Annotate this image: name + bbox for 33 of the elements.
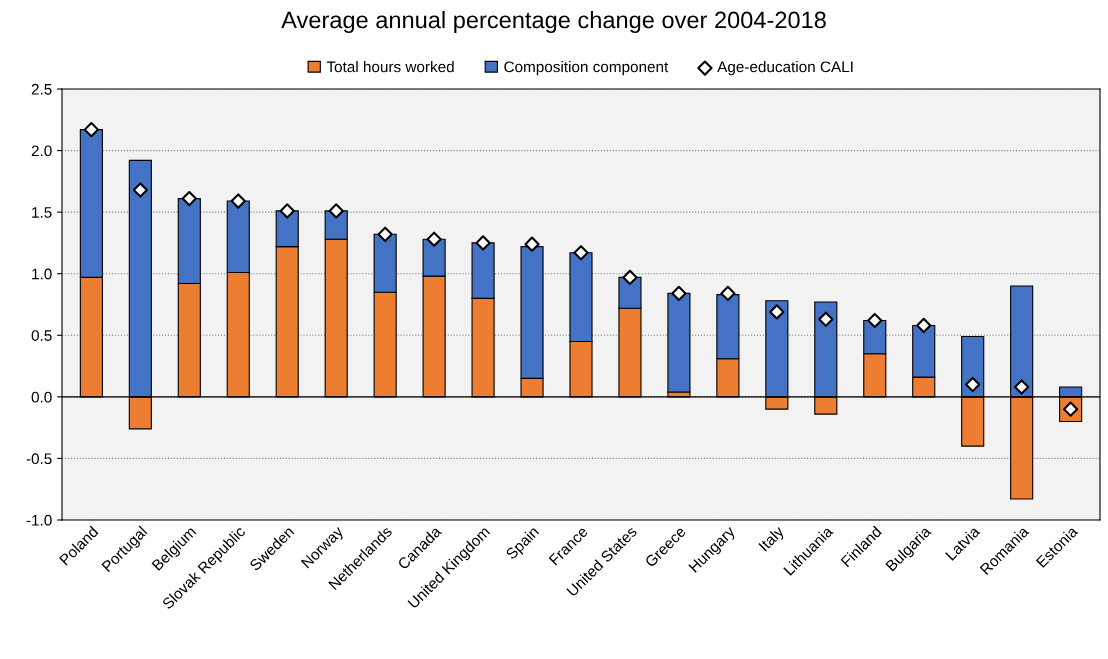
point	[524, 236, 540, 252]
point	[1014, 379, 1030, 395]
point	[328, 203, 344, 219]
point	[671, 285, 687, 302]
x-tick-label: Italy	[758, 524, 787, 554]
y-tick-label: 2.5	[31, 83, 52, 95]
y-tick-label: 2.0	[31, 145, 52, 157]
y-tick-label: 0.5	[31, 330, 52, 341]
point	[769, 304, 785, 320]
point	[83, 122, 100, 138]
point	[916, 317, 932, 334]
point	[181, 190, 197, 207]
point	[475, 235, 491, 251]
point	[720, 285, 736, 302]
y-tick-label: -1.0	[26, 514, 52, 526]
legend-label: Total hours worked	[326, 61, 454, 73]
y-tick-label: -0.5	[26, 453, 52, 465]
legend-label: Composition component	[504, 61, 669, 76]
point	[867, 312, 883, 329]
point	[965, 376, 981, 393]
point	[132, 182, 148, 198]
point	[230, 193, 246, 209]
y-tick-label: 1.5	[32, 207, 52, 218]
y-tick-label: 0.0	[31, 391, 52, 403]
y-tick-label: 1.0	[32, 268, 52, 280]
point	[426, 231, 442, 247]
point	[377, 226, 393, 242]
legend-label: Age-education CALI	[717, 61, 853, 76]
chart-title: Average annual percentage change over 2004-2018	[281, 11, 826, 33]
point	[279, 203, 295, 219]
point	[573, 245, 589, 261]
point	[818, 311, 834, 327]
point	[622, 269, 638, 286]
